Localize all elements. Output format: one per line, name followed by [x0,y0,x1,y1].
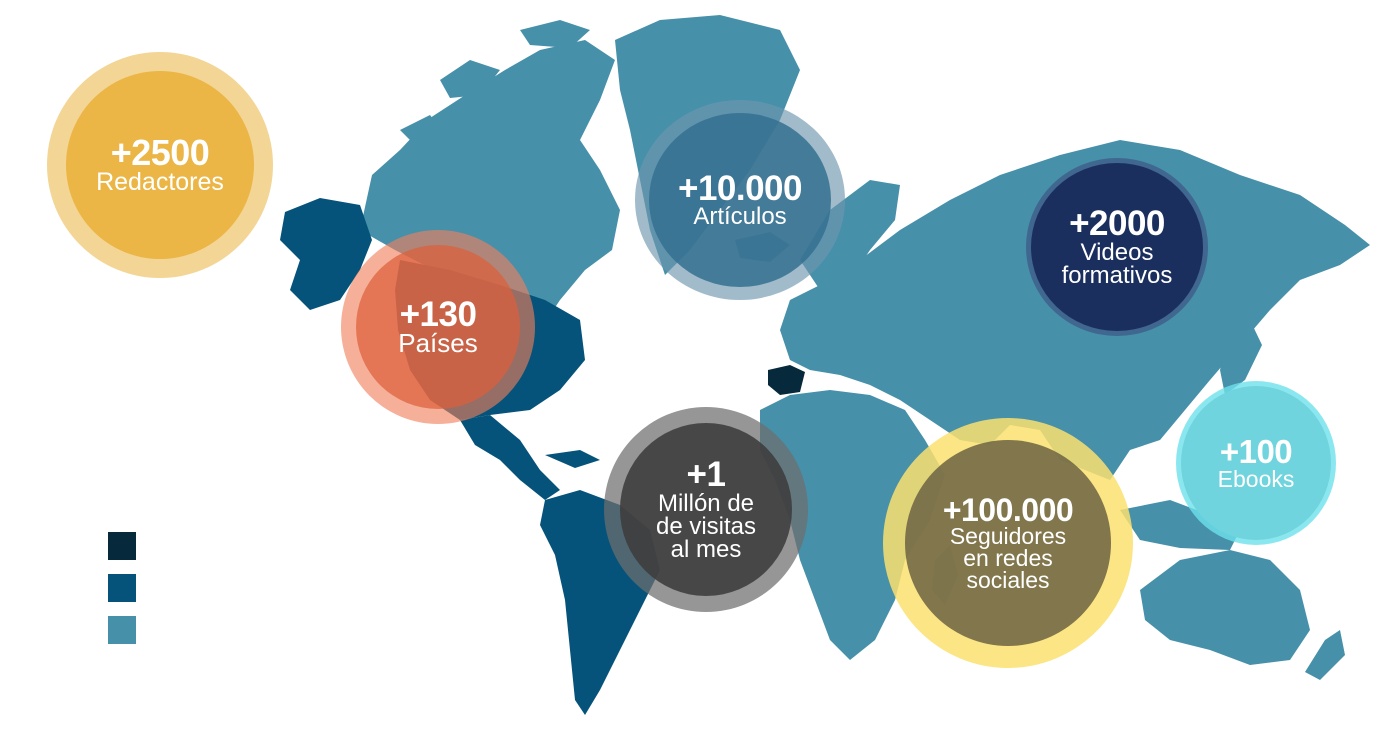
stat-ebooks: +100 Ebooks [1176,381,1336,545]
spain-region [768,365,805,395]
stat-redactores: +2500 Redactores [47,52,273,278]
stat-ebooks-value: +100 [1219,433,1293,471]
stat-videos-value: +2000 [1069,204,1165,244]
legend-swatch-3 [108,616,136,644]
stat-redactores-value: +2500 [110,131,210,173]
region-australia [1140,550,1310,665]
stat-ebooks-inner-circle [1181,386,1331,540]
stat-paises-value: +130 [399,294,477,334]
stat-articulos: +10.000 Artículos [635,100,845,300]
stat-seguidores-value: +100.000 [942,491,1074,528]
region-caribbean [545,450,600,468]
stat-videos-inner-circle [1031,163,1203,331]
stat-paises: +130 Países [341,230,535,424]
stat-seguidores: +100.000 Seguidores en redes sociales [883,418,1133,668]
stat-visitas-label: Millón de de visitas al mes [655,489,757,563]
stat-articulos-value: +10.000 [678,168,803,208]
region-arctic-island-1 [440,60,500,98]
region-japan [1220,320,1262,395]
stat-visitas-value: +1 [686,455,726,495]
stat-seguidores-inner-circle [905,440,1111,646]
stat-ebooks-label: Ebooks [1217,465,1295,492]
stat-paises-inner-circle [356,245,520,409]
legend-swatch-1 [108,532,136,560]
region-indonesia [1120,500,1240,550]
region-spain [768,365,805,395]
stat-paises-label: Países [398,328,478,359]
region-scandinavia [800,180,900,290]
stat-visitas: +1 Millón de de visitas al mes [604,407,808,612]
stat-visitas-inner-circle [620,423,792,596]
region-canada [360,40,620,345]
stat-articulos-inner-circle [649,113,831,287]
stat-seguidores-label: Seguidores en redes sociales [949,523,1067,594]
legend-swatch-2 [108,574,136,602]
stat-redactores-label: Redactores [96,168,224,197]
map-legend [108,532,136,658]
region-arctic-island-2 [520,20,590,48]
region-alaska [280,198,372,310]
region-arctic-island-3 [400,115,445,150]
stat-videos: +2000 Videos formativos [1026,158,1208,336]
stat-videos-label: Videos formativos [1061,238,1173,289]
region-africa [760,390,945,660]
region-new-zealand [1305,630,1345,680]
stat-articulos-label: Artículos [693,203,787,231]
region-central-america [460,415,560,500]
stat-redactores-inner-circle [66,71,254,259]
